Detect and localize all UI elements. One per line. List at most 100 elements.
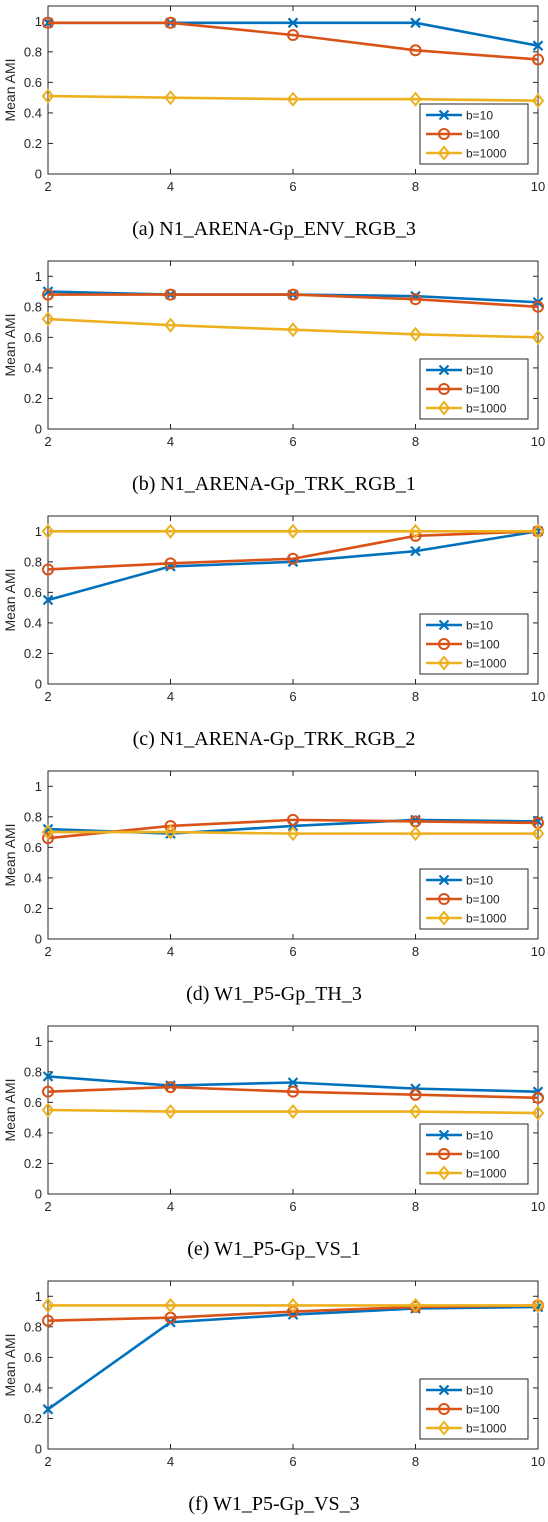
data-point <box>286 523 300 539</box>
data-point <box>409 826 422 842</box>
legend-swatch-marker <box>437 910 451 926</box>
data-point <box>42 1314 54 1327</box>
subfigure-caption: (c) N1_ARENA-Gp_TRK_RGB_2 <box>133 728 416 750</box>
legend-item-b=1000: b=1000 <box>426 145 507 161</box>
legend-label: b=100 <box>466 1148 500 1162</box>
x-tick-label: 8 <box>412 689 419 704</box>
series-b=1000 <box>41 824 545 842</box>
data-point <box>287 813 299 826</box>
x-tick-label: 2 <box>44 1454 51 1469</box>
subfigure-caption: (e) W1_P5-Gp_VS_1 <box>187 1238 361 1260</box>
legend-swatch-marker-stroke-b <box>438 109 450 121</box>
legend-swatch-marker <box>437 655 451 671</box>
series-line <box>48 830 538 835</box>
data-point <box>409 44 422 57</box>
legend-swatch-marker <box>438 383 450 395</box>
data-point <box>409 523 422 539</box>
legend-label: b=1000 <box>466 402 507 416</box>
legend-label: b=10 <box>466 364 493 378</box>
y-tick-label: 0.8 <box>24 44 42 59</box>
legend-item-b=10: b=10 <box>426 364 493 378</box>
x-tick-label: 10 <box>531 689 545 704</box>
data-point <box>41 824 55 840</box>
subfigure-caption: (a) N1_ARENA-Gp_ENV_RGB_3 <box>132 218 416 240</box>
legend-label: b=1000 <box>466 147 507 161</box>
legend: b=10 b=100 b=1000 <box>419 358 529 420</box>
legend: b=10 b=100 b=1000 <box>419 1123 529 1185</box>
y-tick-label: 0.8 <box>24 1064 42 1079</box>
legend-swatch-marker <box>438 1384 450 1396</box>
y-axis-label: Mean AMI <box>2 313 18 376</box>
legend-item-b=100: b=100 <box>426 383 500 397</box>
x-tick-label: 2 <box>44 1199 51 1214</box>
legend-label: b=100 <box>466 128 500 142</box>
x-tick-label: 8 <box>412 1199 419 1214</box>
y-tick-label: 0.4 <box>24 615 42 630</box>
data-point <box>41 523 55 539</box>
legend-swatch-marker <box>438 1403 450 1415</box>
y-axis-label: Mean AMI <box>2 823 18 886</box>
y-tick-label: 0.4 <box>24 105 42 120</box>
subfigure-caption: (d) W1_P5-Gp_TH_3 <box>186 983 362 1005</box>
y-tick-label: 0.8 <box>24 1319 42 1334</box>
data-point <box>41 1102 55 1118</box>
data-point <box>42 563 54 576</box>
y-tick-label: 0.6 <box>24 330 42 345</box>
legend-label: b=10 <box>466 619 493 633</box>
data-point <box>164 523 177 539</box>
data-point <box>409 293 422 306</box>
x-tick-label: 10 <box>531 434 545 449</box>
x-tick-label: 10 <box>531 1454 545 1469</box>
y-tick-label: 0.6 <box>24 840 42 855</box>
data-point <box>164 1297 177 1314</box>
series-b=100 <box>42 288 544 313</box>
x-tick-label: 2 <box>44 434 51 449</box>
legend-swatch-marker <box>438 109 450 121</box>
y-tick-label: 1 <box>35 14 42 29</box>
legend: b=10 b=100 b=1000 <box>419 613 529 675</box>
series-line <box>47 94 539 102</box>
legend-item-b=100: b=100 <box>426 893 500 907</box>
data-point <box>286 826 300 842</box>
data-point <box>409 1088 422 1101</box>
y-tick-label: 1 <box>35 1034 42 1049</box>
legend-label: b=100 <box>466 893 500 907</box>
data-point <box>287 1077 299 1088</box>
series-b=1000 <box>41 1297 545 1314</box>
legend-swatch-marker-stroke-b <box>438 1129 450 1141</box>
series-line <box>47 1085 539 1100</box>
legend: b=10 b=100 b=1000 <box>419 1378 529 1440</box>
series-b=1000 <box>41 523 545 539</box>
data-point <box>164 1081 177 1094</box>
y-tick-label: 1 <box>35 269 42 284</box>
data-point <box>531 329 545 345</box>
legend-swatch-marker <box>438 619 450 631</box>
data-point <box>286 1297 300 1314</box>
legend-swatch-marker <box>437 400 451 416</box>
x-tick-label: 6 <box>289 179 296 194</box>
data-point <box>286 322 300 338</box>
data-point <box>42 594 54 606</box>
y-tick-label: 0.6 <box>24 1095 42 1110</box>
x-tick-label: 6 <box>289 689 296 704</box>
y-tick-label: 0.8 <box>24 809 42 824</box>
series-b=1000 <box>41 1102 545 1121</box>
data-point <box>532 1091 544 1104</box>
legend-item-b=10: b=10 <box>426 619 493 633</box>
data-point <box>531 1297 545 1314</box>
data-point-stroke-b <box>42 286 54 297</box>
data-point <box>286 91 300 107</box>
x-tick-label: 6 <box>289 434 296 449</box>
legend-swatch-marker-stroke-b <box>438 1384 450 1396</box>
x-tick-label: 4 <box>167 689 174 704</box>
x-tick-label: 8 <box>412 1454 419 1469</box>
data-point <box>42 288 54 301</box>
legend-label: b=10 <box>466 1129 493 1143</box>
legend-label: b=10 <box>466 1384 493 1398</box>
data-point <box>532 53 544 66</box>
legend-item-b=10: b=10 <box>426 1129 493 1143</box>
x-tick-label: 4 <box>167 1454 174 1469</box>
y-tick-label: 1 <box>35 779 42 794</box>
